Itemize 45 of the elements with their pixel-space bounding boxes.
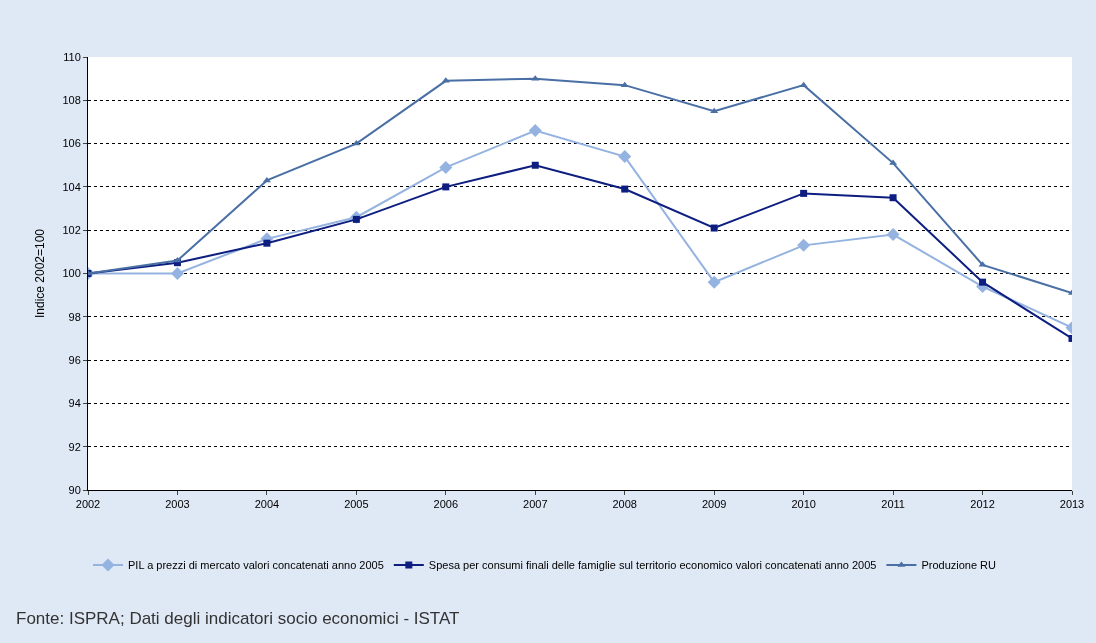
y-tick-label: 104 xyxy=(62,180,81,193)
x-tick-label: 2011 xyxy=(881,498,905,511)
x-tick-label: 2013 xyxy=(1059,498,1085,511)
x-tick-label: 2005 xyxy=(344,498,369,511)
x-tick-label: 2007 xyxy=(523,498,548,511)
point xyxy=(707,275,721,289)
point xyxy=(621,185,629,193)
point xyxy=(710,224,718,232)
y-tick-label: 90 xyxy=(68,483,81,496)
y-tick-label: 106 xyxy=(62,137,81,150)
y-tick-label: 110 xyxy=(63,50,81,63)
x-tick-label: 2006 xyxy=(433,498,459,511)
point xyxy=(979,278,987,286)
legend-label: Spesa per consumi finali delle famiglie sul territorio economico valori concatenati anno 2005 xyxy=(428,559,877,572)
legend-label: PIL a prezzi di mercato valori concatenati anno 2005 xyxy=(128,559,384,572)
y-tick-label: 100 xyxy=(62,267,81,280)
point xyxy=(886,228,900,242)
point xyxy=(800,189,808,197)
y-tick-label: 92 xyxy=(68,440,81,453)
point xyxy=(531,161,539,169)
x-tick-label: 2008 xyxy=(612,498,637,511)
source-note: Fonte: ISPRA; Dati degli indicatori socio economici - ISTAT xyxy=(16,609,460,628)
point xyxy=(263,239,271,247)
y-axis-title: Indice 2002=100 xyxy=(32,228,47,319)
x-tick-label: 2002 xyxy=(75,498,101,511)
y-tick-label: 102 xyxy=(62,224,81,237)
point xyxy=(170,267,184,280)
y-tick-label: 94 xyxy=(68,397,81,410)
point xyxy=(262,176,271,183)
point xyxy=(797,238,811,252)
x-tick-label: 2009 xyxy=(701,498,727,511)
x-tick-label: 2012 xyxy=(970,498,995,511)
point xyxy=(528,124,542,138)
point xyxy=(442,183,450,191)
x-tick-label: 2004 xyxy=(254,498,280,511)
line-series xyxy=(88,75,1072,295)
point xyxy=(618,150,632,164)
point xyxy=(439,160,453,174)
x-tick-label: 2010 xyxy=(791,498,816,511)
x-tick-label: 2003 xyxy=(165,498,190,511)
y-tick-label: 108 xyxy=(62,94,81,107)
y-tick-label: 98 xyxy=(68,310,81,323)
point xyxy=(889,194,897,202)
legend-label: Produzione RU xyxy=(921,559,997,572)
y-tick-label: 96 xyxy=(68,353,81,366)
